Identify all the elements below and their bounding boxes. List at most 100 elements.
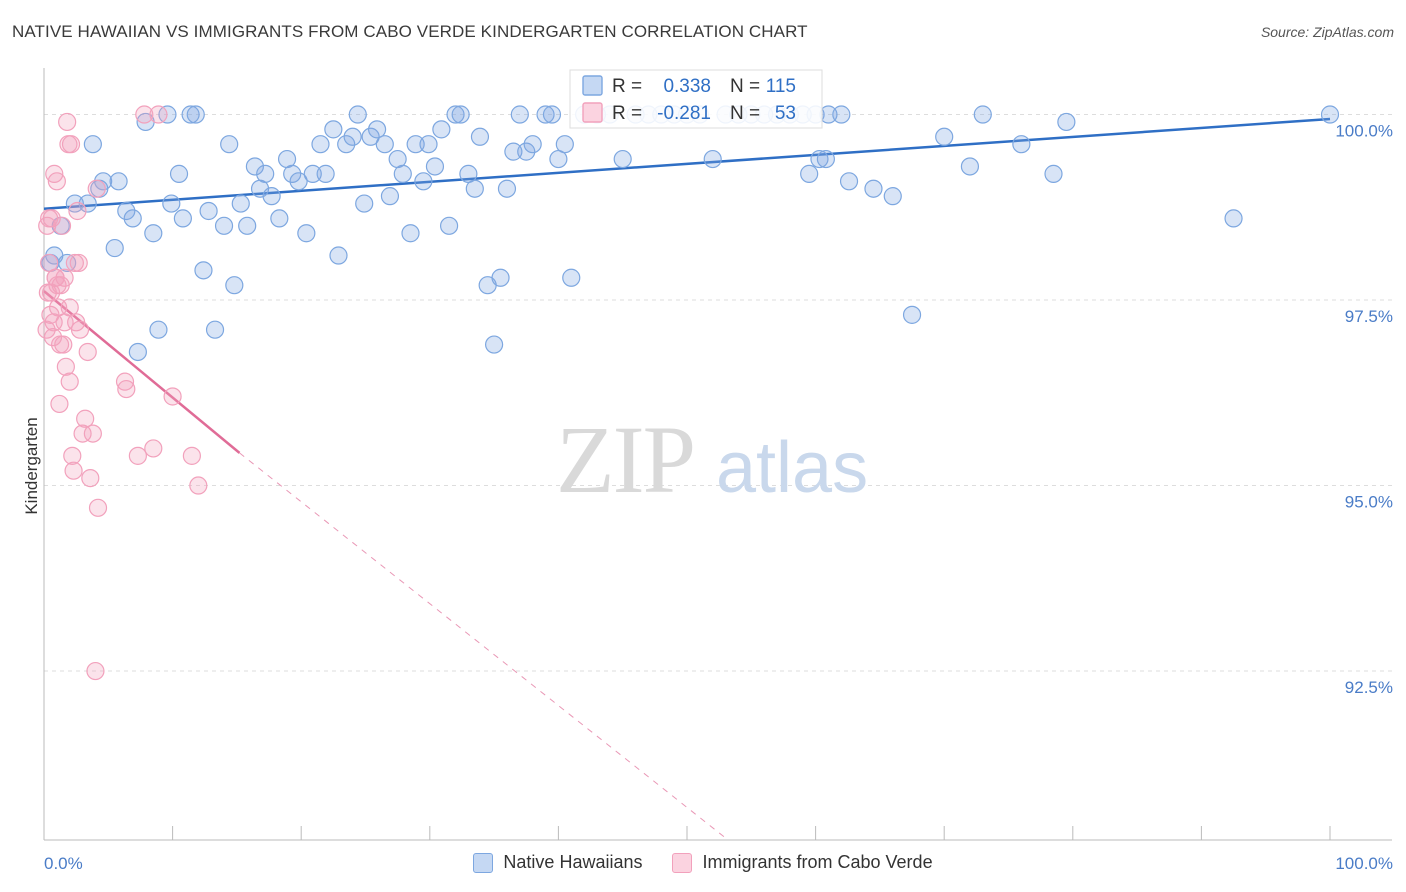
- point-native-hawaiians-65: [465, 179, 484, 198]
- point-cabo-verde-5: [43, 328, 63, 347]
- point-native-hawaiians-24: [199, 201, 218, 221]
- point-cabo-verde-39: [149, 105, 168, 124]
- point-native-hawaiians-15: [144, 224, 163, 243]
- point-native-hawaiians-62: [446, 105, 465, 124]
- point-cabo-verde-26: [73, 424, 92, 443]
- stats-swatch-0: [582, 75, 603, 96]
- point-native-hawaiians-35: [270, 209, 289, 228]
- y-tick-label-0: 100.0%: [1335, 122, 1393, 141]
- point-native-hawaiians-58: [419, 135, 438, 154]
- point-native-hawaiians-50: [367, 120, 387, 139]
- point-native-hawaiians-10: [109, 172, 128, 191]
- point-native-hawaiians-41: [311, 135, 330, 154]
- legend-swatch-pink: [672, 852, 693, 873]
- point-native-hawaiians-33: [256, 164, 275, 183]
- point-native-hawaiians-103: [816, 149, 835, 169]
- point-native-hawaiians-57: [414, 172, 433, 191]
- point-native-hawaiians-8: [94, 172, 113, 191]
- point-native-hawaiians-76: [542, 105, 562, 124]
- point-native-hawaiians-54: [393, 164, 412, 183]
- point-native-hawaiians-42: [316, 164, 335, 183]
- point-cabo-verde-15: [56, 357, 75, 376]
- point-cabo-verde-50: [44, 313, 63, 332]
- trendline-cabo-verde-extension: [239, 452, 726, 839]
- point-native-hawaiians-38: [289, 172, 308, 191]
- stats-n-label-0: N =: [730, 76, 760, 97]
- point-native-hawaiians-56: [406, 135, 425, 154]
- point-cabo-verde-51: [48, 276, 67, 295]
- watermark-zip: ZIP: [556, 406, 694, 513]
- point-native-hawaiians-61: [439, 216, 459, 235]
- stats-n-value-0: 115: [766, 76, 796, 97]
- point-native-hawaiians-19: [169, 164, 189, 183]
- point-cabo-verde-16: [58, 112, 77, 132]
- point-native-hawaiians-16: [149, 320, 168, 339]
- x-tick-label-left: 0.0%: [44, 854, 83, 873]
- point-cabo-verde-28: [78, 342, 97, 362]
- stats-n-label-1: N =: [730, 103, 760, 124]
- point-native-hawaiians-5: [78, 194, 97, 213]
- x-tick-label-right: 100.0%: [1335, 854, 1393, 873]
- legend-item-native-hawaiians[interactable]: Native Hawaiians: [473, 852, 642, 873]
- point-cabo-verde-36: [128, 446, 147, 465]
- stats-r-label-1: R =: [612, 103, 642, 124]
- point-native-hawaiians-106: [883, 187, 902, 206]
- point-native-hawaiians-90: [703, 149, 722, 169]
- point-native-hawaiians-48: [355, 194, 374, 213]
- y-tick-labels: 100.0% 97.5% 95.0% 92.5%: [1335, 122, 1393, 698]
- point-native-hawaiians-37: [283, 164, 302, 183]
- stats-legend-box: [569, 69, 823, 129]
- point-cabo-verde-52: [69, 253, 88, 273]
- point-cabo-verde-43: [38, 216, 57, 235]
- point-cabo-verde-34: [115, 372, 135, 391]
- point-native-hawaiians-26: [214, 216, 234, 235]
- point-native-hawaiians-39: [297, 224, 316, 243]
- y-tick-label-1: 97.5%: [1345, 307, 1393, 326]
- point-native-hawaiians-63: [451, 105, 470, 124]
- point-native-hawaiians-68: [485, 335, 504, 354]
- y-tick-label-3: 92.5%: [1345, 678, 1393, 697]
- watermark-atlas: atlas: [716, 428, 868, 508]
- trendline-native-hawaiians: [43, 117, 1331, 211]
- point-cabo-verde-40: [163, 387, 182, 406]
- x-tick-labels: 0.0% 100.0%: [44, 854, 1393, 873]
- point-native-hawaiians-11: [117, 201, 136, 221]
- point-native-hawaiians-113: [1057, 112, 1076, 132]
- point-native-hawaiians-51: [375, 135, 394, 154]
- point-native-hawaiians-52: [380, 187, 400, 206]
- legend-item-cabo-verde[interactable]: Immigrants from Cabo Verde: [672, 852, 933, 873]
- trendlines: [43, 117, 1331, 839]
- point-native-hawaiians-79: [562, 268, 581, 287]
- point-native-hawaiians-72: [510, 105, 529, 124]
- point-cabo-verde-20: [63, 446, 82, 465]
- point-native-hawaiians-71: [504, 142, 523, 161]
- point-native-hawaiians-18: [162, 194, 181, 213]
- point-native-hawaiians-83: [613, 149, 632, 169]
- point-native-hawaiians-45: [337, 135, 356, 154]
- legend-label-cabo-verde: Immigrants from Cabo Verde: [702, 852, 933, 872]
- point-native-hawaiians-112: [1044, 164, 1063, 183]
- point-cabo-verde-31: [86, 661, 105, 681]
- point-native-hawaiians-22: [186, 105, 205, 124]
- point-cabo-verde-38: [144, 439, 163, 458]
- point-cabo-verde-42: [189, 476, 208, 495]
- point-native-hawaiians-110: [973, 105, 992, 124]
- point-cabo-verde-24: [68, 201, 87, 221]
- point-native-hawaiians-40: [303, 164, 322, 183]
- point-cabo-verde-32: [87, 179, 106, 198]
- point-cabo-verde-46: [50, 335, 70, 354]
- point-native-hawaiians-31: [245, 157, 265, 176]
- point-native-hawaiians-21: [181, 105, 200, 124]
- stats-r-value-1: -0.281: [657, 103, 711, 124]
- chart-title: NATIVE HAWAIIAN VS IMMIGRANTS FROM CABO …: [12, 22, 808, 41]
- point-cabo-verde-48: [60, 298, 79, 317]
- point-cabo-verde-6: [45, 164, 64, 183]
- point-native-hawaiians-29: [231, 194, 250, 213]
- point-cabo-verde-0: [37, 320, 56, 339]
- point-cabo-verde-8: [47, 172, 66, 191]
- legend-label-native-hawaiians: Native Hawaiians: [503, 852, 643, 872]
- stats-r-value-0: 0.338: [663, 76, 711, 97]
- bottom-legend: Native Hawaiians Immigrants from Cabo Ve…: [0, 852, 1406, 873]
- point-native-hawaiians-27: [220, 135, 239, 154]
